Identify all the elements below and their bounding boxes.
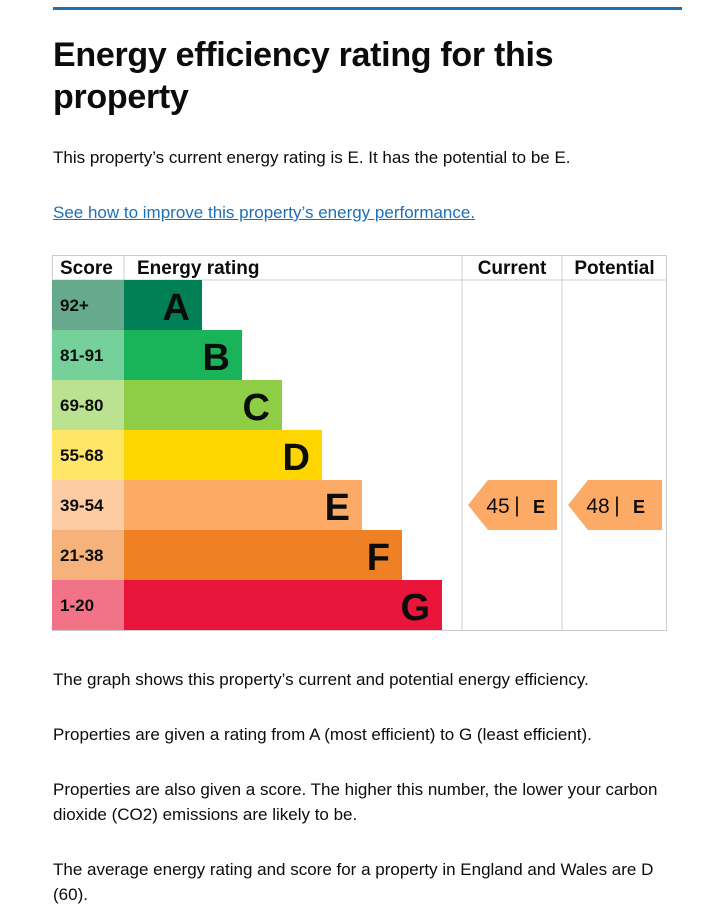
current-rating-separator: |	[514, 494, 519, 517]
band-letter-g: G	[400, 587, 430, 629]
band-letter-a: A	[163, 287, 190, 329]
header-potential: Potential	[574, 258, 654, 279]
score-label-e: 39-54	[60, 496, 104, 515]
energy-rating-chart: Score Energy rating Current Potential 92+ A 81…	[52, 255, 667, 631]
potential-rating-separator: |	[614, 494, 619, 517]
score-label-a: 92+	[60, 296, 89, 315]
band-letter-c: C	[243, 387, 270, 429]
current-rating-score: 45	[486, 495, 509, 518]
score-cell-g	[52, 580, 124, 630]
energy-rating-graph: Score Energy rating Current Potential 92+ A 81…	[52, 255, 667, 631]
band-bar-d	[124, 430, 322, 480]
improve-energy-performance-link[interactable]: See how to improve this property’s energ…	[53, 203, 476, 222]
score-cell-e	[52, 480, 124, 530]
score-label-b: 81-91	[60, 346, 103, 365]
rating-explanation: Properties are given a rating from A (mo…	[53, 725, 592, 744]
band-letter-e: E	[325, 487, 350, 529]
top-border	[53, 7, 682, 10]
band-letter-d: D	[283, 437, 310, 479]
potential-rating-letter: E	[633, 497, 645, 517]
current-rating-arrow	[468, 480, 557, 530]
band-letter-f: F	[367, 537, 390, 579]
band-bar-c	[124, 380, 282, 430]
score-cell-c	[52, 380, 124, 430]
band-letter-b: B	[203, 337, 230, 379]
header-score: Score	[60, 258, 113, 279]
potential-rating-score: 48	[586, 495, 609, 518]
potential-rating-arrow	[568, 480, 662, 530]
page-title: Energy efficiency rating for this proper…	[53, 36, 554, 116]
score-label-g: 1-20	[60, 596, 94, 615]
score-label-f: 21-38	[60, 546, 103, 565]
average-rating-text: The average energy rating and score for …	[53, 860, 654, 904]
score-cell-b	[52, 330, 124, 380]
band-bar-f	[124, 530, 402, 580]
band-bar-a	[124, 280, 202, 330]
score-cell-a	[52, 280, 124, 330]
score-label-d: 55-68	[60, 446, 103, 465]
band-bar-e	[124, 480, 362, 530]
header-current: Current	[478, 258, 547, 279]
current-rating-letter: E	[533, 497, 545, 517]
rating-summary: This property’s current energy rating is…	[53, 148, 571, 167]
score-explanation: Properties are also given a score. The h…	[53, 780, 658, 824]
band-bar-g	[124, 580, 442, 630]
graph-description: The graph shows this property’s current …	[53, 670, 589, 689]
band-bar-b	[124, 330, 242, 380]
score-cell-f	[52, 530, 124, 580]
score-label-c: 69-80	[60, 396, 103, 415]
header-energy-rating: Energy rating	[137, 258, 259, 279]
score-cell-d	[52, 430, 124, 480]
